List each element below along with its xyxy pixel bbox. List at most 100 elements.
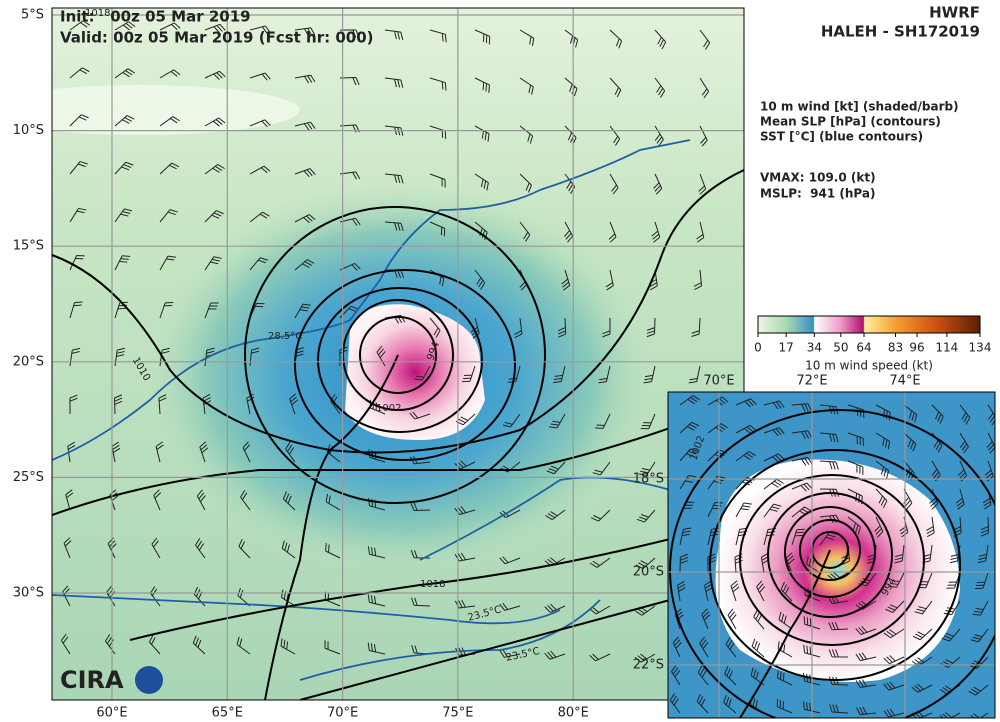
wind-barb (544, 603, 566, 613)
vmax: VMAX: 109.0 (kt) (760, 171, 876, 185)
wind-barb (242, 441, 251, 463)
wind-barb (651, 221, 661, 243)
graticule (52, 8, 744, 700)
wind-barb (519, 173, 532, 193)
wind-barb (703, 580, 713, 602)
lat-label: 22°S (633, 658, 664, 673)
wind-barb (735, 424, 757, 434)
wind-barb (691, 317, 701, 337)
slp-contour (359, 316, 437, 394)
map-frame (51, 7, 745, 701)
contour-label: 1018 (85, 8, 110, 19)
wind-barb (192, 635, 206, 655)
wind-barb (982, 488, 992, 510)
wind-barb (114, 301, 128, 319)
wind-barb (61, 633, 71, 655)
wind-barb (429, 173, 446, 188)
wind-barb (679, 395, 700, 406)
wind-barb (324, 640, 341, 655)
wind-barb (827, 571, 849, 581)
wind-barb (750, 667, 765, 686)
wind-barb (636, 509, 656, 523)
wind-barb (62, 585, 71, 607)
wind-barb (609, 125, 621, 146)
lon-label: 70°E (327, 706, 358, 721)
wind-barb (414, 365, 431, 381)
wind-barb (735, 398, 757, 408)
lon-label: 72°E (796, 374, 827, 389)
lon-label: 60°E (96, 706, 127, 721)
wind-barb (159, 116, 180, 127)
wind-barb (883, 628, 905, 639)
wind-barb (411, 597, 431, 607)
wind-barb (105, 634, 116, 655)
slp-contour (299, 579, 744, 700)
storm-track (264, 354, 399, 700)
wind-barb (69, 347, 81, 367)
shading (715, 459, 960, 682)
sst-contour (419, 476, 701, 561)
wind-barb (955, 488, 965, 510)
wind-barb (696, 693, 709, 714)
wind-barb (679, 527, 692, 546)
colorbar-tick-label: 64 (856, 341, 871, 355)
wind-barb (429, 77, 447, 91)
wind-barb (249, 257, 268, 271)
wind-barb (367, 642, 386, 655)
wind-barb (196, 489, 206, 511)
wind-barb (777, 670, 793, 686)
wind-barb (608, 221, 617, 243)
legend-line: Mean SLP [hPa] (contours) (760, 115, 941, 129)
wind-barb (883, 681, 905, 691)
wind-barb (735, 502, 752, 518)
wind-barb (959, 404, 971, 425)
wind-barb (249, 165, 271, 175)
wind-barb (903, 432, 917, 452)
wind-barb (875, 488, 888, 509)
wind-barb (707, 553, 716, 574)
wind-barb (855, 600, 877, 610)
wind-barb (549, 413, 566, 429)
colorbar-ticks: 0 17 34 50 64 83 96 114 134 (754, 333, 991, 355)
wind-barb (974, 572, 989, 590)
slp-contour (52, 399, 744, 516)
wind-barb (368, 497, 386, 511)
wind-barb (677, 580, 686, 602)
wind-barb (289, 393, 299, 415)
wind-barb (384, 77, 404, 88)
wind-barb (155, 441, 164, 463)
wind-barb (875, 460, 890, 479)
wind-barb (564, 29, 579, 48)
wind-barb (638, 461, 656, 476)
wind-barb (429, 29, 447, 43)
wind-barb (367, 594, 386, 607)
colorbar-tick-label: 134 (969, 341, 992, 355)
wind-barb (888, 572, 905, 588)
wind-barb (499, 649, 521, 658)
wind-barb (249, 347, 260, 367)
lon-label: 74°E (889, 374, 920, 389)
main-map: 1010 1002 994 1018 1018 28.5°C 23.5°C 23… (52, 8, 744, 700)
wind-barb (474, 29, 491, 45)
wind-barb (325, 542, 341, 559)
wind-barb (159, 347, 170, 367)
wind-barb (384, 221, 404, 232)
wind-barb (595, 413, 611, 429)
wind-barb (917, 572, 933, 589)
wind-barb (369, 399, 386, 415)
wind-barb (931, 404, 944, 424)
wind-barb (763, 528, 776, 546)
wind-barb (114, 394, 123, 415)
inset-frame (667, 391, 996, 719)
graticule (668, 392, 995, 718)
wind-barb (654, 125, 664, 147)
lat-label: 5°S (21, 8, 44, 23)
wind-barb (114, 115, 135, 127)
wind-barb (791, 456, 813, 466)
wind-barb (285, 442, 296, 463)
wind-barb (723, 694, 737, 714)
valid-time: Valid: 00z 05 Mar 2019 (Fcst hr: 000) (60, 29, 374, 47)
wind-barb (699, 125, 708, 147)
lat-label: 15°S (13, 239, 44, 254)
wind-barb (429, 221, 446, 237)
